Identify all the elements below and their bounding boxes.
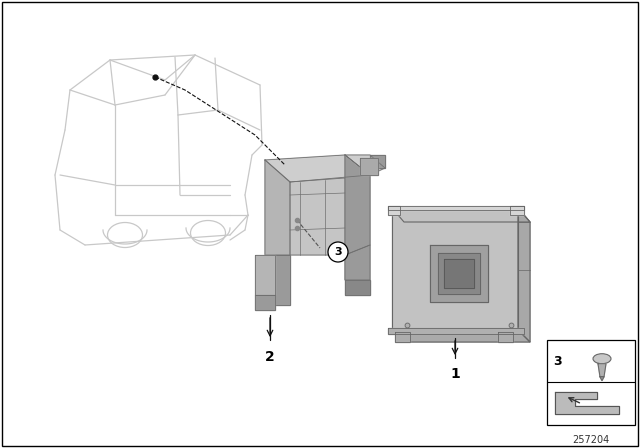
Polygon shape — [388, 206, 400, 215]
Bar — [547, 340, 635, 425]
Polygon shape — [395, 332, 410, 342]
Circle shape — [328, 242, 348, 262]
Polygon shape — [265, 155, 370, 182]
Polygon shape — [388, 206, 524, 210]
Polygon shape — [498, 332, 513, 342]
Ellipse shape — [593, 354, 611, 364]
Polygon shape — [370, 155, 385, 168]
Polygon shape — [360, 158, 378, 175]
Polygon shape — [345, 280, 370, 295]
Polygon shape — [255, 255, 275, 295]
Polygon shape — [265, 255, 290, 305]
Polygon shape — [392, 208, 518, 330]
Polygon shape — [345, 155, 385, 175]
Polygon shape — [510, 206, 524, 215]
Polygon shape — [600, 377, 604, 381]
Text: 3: 3 — [334, 247, 342, 257]
Polygon shape — [438, 253, 480, 294]
Polygon shape — [290, 178, 345, 255]
Polygon shape — [345, 245, 370, 280]
Polygon shape — [430, 245, 488, 302]
Polygon shape — [392, 330, 530, 342]
Polygon shape — [345, 155, 370, 255]
Text: 257204: 257204 — [572, 435, 610, 445]
Polygon shape — [444, 259, 474, 288]
Polygon shape — [392, 208, 530, 222]
Polygon shape — [388, 328, 524, 334]
Polygon shape — [255, 295, 275, 310]
Polygon shape — [265, 160, 290, 255]
Polygon shape — [598, 364, 606, 377]
Text: 3: 3 — [553, 355, 561, 368]
Text: 2: 2 — [265, 350, 275, 364]
Text: 1: 1 — [450, 367, 460, 381]
Polygon shape — [555, 392, 619, 414]
Polygon shape — [518, 208, 530, 342]
